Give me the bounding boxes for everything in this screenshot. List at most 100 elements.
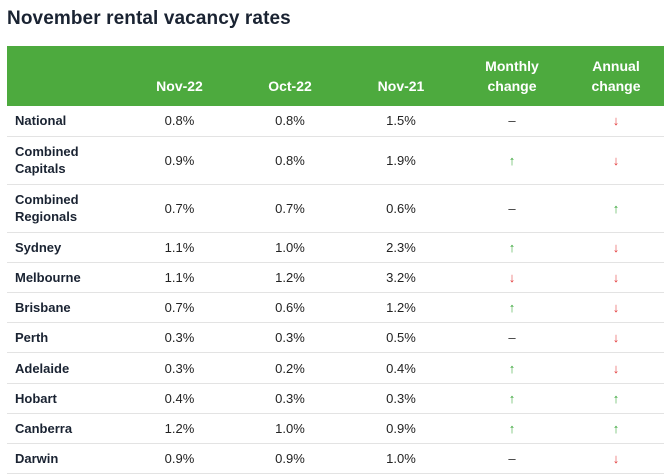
row-label: Brisbane — [7, 292, 125, 324]
cell-oct-22: 1.0% — [234, 413, 346, 445]
table-row: Darwin 0.9% 0.9% 1.0% – ↓ — [7, 443, 664, 475]
cell-nov-21: 1.0% — [346, 443, 456, 475]
cell-annual-change: ↑ — [568, 383, 664, 414]
cell-nov-21: 1.2% — [346, 292, 456, 324]
header-annual-change-label: Annual change — [591, 58, 641, 94]
row-label: Combined Regionals — [7, 184, 125, 233]
cell-nov-21: 1.5% — [346, 106, 456, 137]
cell-nov-21: 0.6% — [346, 184, 456, 233]
cell-nov-22: 0.9% — [125, 443, 234, 475]
cell-annual-change: ↓ — [568, 262, 664, 294]
table-row: Hobart 0.4% 0.3% 0.3% ↑ ↑ — [7, 383, 664, 414]
cell-nov-22: 1.2% — [125, 413, 234, 445]
cell-annual-change: ↓ — [568, 136, 664, 185]
cell-annual-change: ↓ — [568, 292, 664, 324]
arrow-down-icon: ↓ — [612, 239, 620, 255]
row-label: Darwin — [7, 443, 125, 475]
cell-nov-21: 3.2% — [346, 262, 456, 294]
header-monthly-change-label: Monthly change — [485, 58, 539, 94]
row-label: Perth — [7, 322, 125, 354]
cell-nov-21: 0.9% — [346, 413, 456, 445]
table-row: Melbourne 1.1% 1.2% 3.2% ↓ ↓ — [7, 262, 664, 294]
arrow-down-icon: ↓ — [612, 330, 620, 346]
cell-nov-22: 1.1% — [125, 232, 234, 263]
table-row: Canberra 1.2% 1.0% 0.9% ↑ ↑ — [7, 413, 664, 445]
cell-monthly-change: ↓ — [456, 262, 568, 294]
arrow-up-icon: ↑ — [612, 390, 620, 406]
cell-monthly-change: ↑ — [456, 136, 568, 185]
cell-nov-21: 0.5% — [346, 322, 456, 354]
table-body: National 0.8% 0.8% 1.5% – ↓ Combined Capitals 0… — [7, 106, 664, 475]
arrow-down-icon: ↓ — [612, 300, 620, 316]
dash-icon: – — [508, 113, 516, 129]
cell-nov-22: 0.7% — [125, 184, 234, 233]
table-row: Combined Capitals 0.9% 0.8% 1.9% ↑ ↓ — [7, 136, 664, 185]
header-row: Nov-22 Oct-22 Nov-21 Monthly change Annu… — [7, 46, 664, 106]
cell-monthly-change: ↑ — [456, 413, 568, 445]
cell-monthly-change: ↑ — [456, 352, 568, 384]
cell-nov-21: 0.3% — [346, 383, 456, 414]
arrow-up-icon: ↑ — [508, 300, 516, 316]
header-nov-22: Nov-22 — [125, 46, 234, 106]
arrow-down-icon: ↓ — [612, 451, 620, 467]
cell-monthly-change: ↑ — [456, 383, 568, 414]
arrow-up-icon: ↑ — [612, 420, 620, 436]
cell-oct-22: 0.6% — [234, 292, 346, 324]
table-row: Brisbane 0.7% 0.6% 1.2% ↑ ↓ — [7, 292, 664, 324]
cell-oct-22: 0.2% — [234, 352, 346, 384]
table-row: Combined Regionals 0.7% 0.7% 0.6% – ↑ — [7, 184, 664, 233]
dash-icon: – — [508, 451, 516, 467]
header-annual-change: Annual change — [568, 46, 664, 106]
cell-monthly-change: – — [456, 443, 568, 475]
row-label: National — [7, 106, 125, 137]
dash-icon: – — [508, 200, 516, 216]
cell-monthly-change: ↑ — [456, 232, 568, 263]
cell-nov-22: 0.7% — [125, 292, 234, 324]
cell-oct-22: 0.7% — [234, 184, 346, 233]
dash-icon: – — [508, 330, 516, 346]
row-label: Hobart — [7, 383, 125, 414]
cell-monthly-change: – — [456, 184, 568, 233]
arrow-down-icon: ↓ — [508, 269, 516, 285]
cell-oct-22: 0.3% — [234, 322, 346, 354]
row-label: Canberra — [7, 413, 125, 445]
row-label: Adelaide — [7, 352, 125, 384]
arrow-down-icon: ↓ — [612, 360, 620, 376]
cell-annual-change: ↓ — [568, 352, 664, 384]
cell-nov-22: 0.4% — [125, 383, 234, 414]
header-oct-22: Oct-22 — [234, 46, 346, 106]
vacancy-table-container: Nov-22 Oct-22 Nov-21 Monthly change Annu… — [7, 46, 664, 475]
arrow-up-icon: ↑ — [612, 200, 620, 216]
arrow-up-icon: ↑ — [508, 420, 516, 436]
page-title: November rental vacancy rates — [7, 8, 291, 29]
cell-oct-22: 1.2% — [234, 262, 346, 294]
cell-nov-21: 1.9% — [346, 136, 456, 185]
cell-annual-change: ↑ — [568, 184, 664, 233]
header-nov-21: Nov-21 — [346, 46, 456, 106]
cell-annual-change: ↑ — [568, 413, 664, 445]
arrow-up-icon: ↑ — [508, 152, 516, 168]
cell-nov-22: 0.3% — [125, 322, 234, 354]
cell-annual-change: ↓ — [568, 106, 664, 137]
cell-annual-change: ↓ — [568, 443, 664, 475]
row-label: Combined Capitals — [7, 136, 125, 185]
cell-annual-change: ↓ — [568, 322, 664, 354]
row-label: Melbourne — [7, 262, 125, 294]
cell-nov-22: 1.1% — [125, 262, 234, 294]
header-monthly-change: Monthly change — [456, 46, 568, 106]
arrow-down-icon: ↓ — [612, 152, 620, 168]
cell-annual-change: ↓ — [568, 232, 664, 263]
cell-nov-22: 0.8% — [125, 106, 234, 137]
row-label: Sydney — [7, 232, 125, 263]
arrow-up-icon: ↑ — [508, 360, 516, 376]
cell-nov-21: 0.4% — [346, 352, 456, 384]
arrow-up-icon: ↑ — [508, 390, 516, 406]
table-row: National 0.8% 0.8% 1.5% – ↓ — [7, 106, 664, 137]
arrow-up-icon: ↑ — [508, 239, 516, 255]
cell-nov-21: 2.3% — [346, 232, 456, 263]
cell-oct-22: 0.8% — [234, 136, 346, 185]
cell-monthly-change: – — [456, 322, 568, 354]
cell-nov-22: 0.9% — [125, 136, 234, 185]
cell-monthly-change: – — [456, 106, 568, 137]
cell-oct-22: 0.8% — [234, 106, 346, 137]
